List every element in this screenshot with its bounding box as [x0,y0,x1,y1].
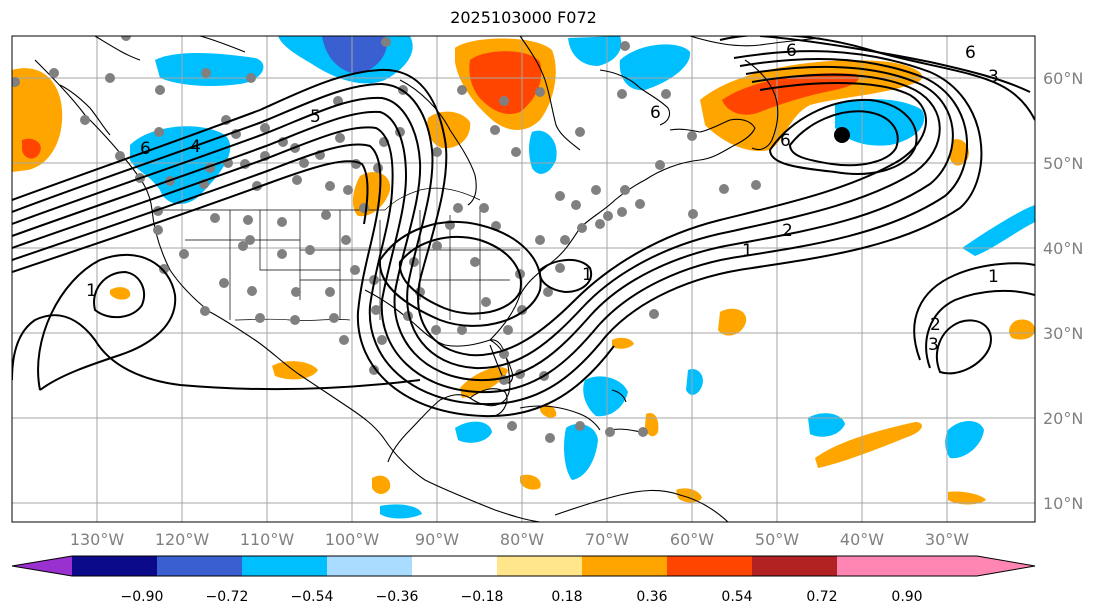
anomaly-patch [950,139,969,166]
anomaly-patch [455,421,492,443]
contour-label: 2 [930,315,941,335]
colorbar-bin [497,556,582,576]
lon-label: 70°W [585,530,629,549]
anomaly-patch [322,36,387,74]
anomaly-patch [272,361,318,380]
lat-label: 50°N [1043,154,1083,173]
station-dots [12,36,761,443]
contour-label: 1 [86,281,97,301]
anomaly-patch [372,475,391,494]
colorbar-outline [11,555,1036,577]
map-frame [11,35,1036,523]
lon-label: 110°W [240,530,295,549]
colorbar [11,555,1036,577]
contour-label: 4 [190,137,201,157]
anomaly-patch [808,413,845,437]
contour-label: 1 [582,265,593,285]
lon-label: 130°W [70,530,125,549]
longitude-labels: 130°W 120°W 110°W 100°W 90°W 80°W 70°W 6… [70,530,969,549]
anomaly-patch [460,367,508,398]
anomaly-patch [686,368,703,395]
lat-label: 30°N [1043,324,1083,343]
lat-label: 10°N [1043,494,1083,513]
colorbar-tick-label: 0.90 [891,589,922,605]
contour-label: 6 [140,139,151,159]
colorbar-tick-label: 0.54 [721,589,752,605]
contour-label: 6 [650,103,661,123]
lon-label: 30°W [925,530,969,549]
anomaly-patch [718,308,747,336]
colorbar-tick-label: −0.54 [291,589,334,605]
contour-label: 5 [310,107,321,127]
contour-label: 3 [928,335,939,355]
colorbar-tick-label: −0.90 [121,589,164,605]
anomaly-patch [427,111,471,149]
height-contours [12,36,1035,418]
lon-label: 40°W [840,530,884,549]
colorbar-bin [667,556,752,576]
contour-label: 6 [965,43,976,63]
colorbar-ticks: −0.90 −0.72 −0.54 −0.36 −0.18 0.18 0.36 … [121,589,923,605]
anomaly-patch [815,422,922,468]
low-center-marker [834,127,850,143]
colorbar-bin [752,556,837,576]
colorbar-bin [327,556,412,576]
anomaly-patch [568,36,622,66]
colorbar-tick-label: −0.18 [461,589,504,605]
coastlines [34,36,821,522]
colorbar-bin [837,556,977,576]
contour-label: 2 [782,221,793,241]
lat-label: 40°N [1043,239,1083,258]
latitude-labels: 60°N 50°N 40°N 30°N 20°N 10°N [1043,69,1083,513]
colorbar-bin [582,556,667,576]
lat-label: 20°N [1043,409,1083,428]
contour-label: 6 [786,41,797,61]
lon-label: 120°W [155,530,210,549]
lon-label: 60°W [670,530,714,549]
colorbar-tick-label: 0.72 [806,589,837,605]
colorbar-bin [412,556,497,576]
contour-label: 1 [988,267,999,287]
anomaly-patch [583,376,628,417]
anomaly-patch [645,412,659,437]
map-title: 2025103000 F072 [450,8,597,27]
anomaly-patch [700,60,923,151]
colorbar-tick-label: 0.36 [636,589,667,605]
contour-label: 6 [780,131,791,151]
lat-label: 60°N [1043,69,1083,88]
anomaly-patch [962,205,1035,256]
colorbar-tick-label: −0.36 [376,589,419,605]
anomaly-patch [945,421,984,459]
lon-label: 50°W [755,530,799,549]
colorbar-extend-high [977,556,1035,576]
contour-label: 3 [988,67,999,87]
colorbar-tick-label: −0.72 [206,589,249,605]
contour-labels: 6 5 4 6 6 6 3 6 2 1 1 1 1 2 3 [86,41,999,355]
anomaly-patch [22,138,41,159]
anomaly-patch [110,287,131,300]
contour-label: 1 [742,241,753,261]
shaded-anomaly-fields [12,36,1035,519]
lon-label: 100°W [325,530,380,549]
lon-label: 90°W [415,530,459,549]
anomaly-patch [540,404,557,418]
anomaly-patch [612,337,634,349]
colorbar-bin [157,556,242,576]
colorbar-tick-label: 0.18 [551,589,582,605]
lon-label: 80°W [500,530,544,549]
anomaly-patch [676,488,702,503]
anomaly-patch [1009,319,1035,340]
anomaly-patch [564,424,598,480]
colorbar-bin [242,556,327,576]
anomaly-patch [948,491,986,505]
colorbar-extend-low [12,556,72,576]
anomaly-patch [380,504,422,519]
anomaly-patch [469,51,542,115]
colorbar-bin [72,556,157,576]
anomaly-patch [619,44,691,91]
anomaly-patch [520,474,541,490]
